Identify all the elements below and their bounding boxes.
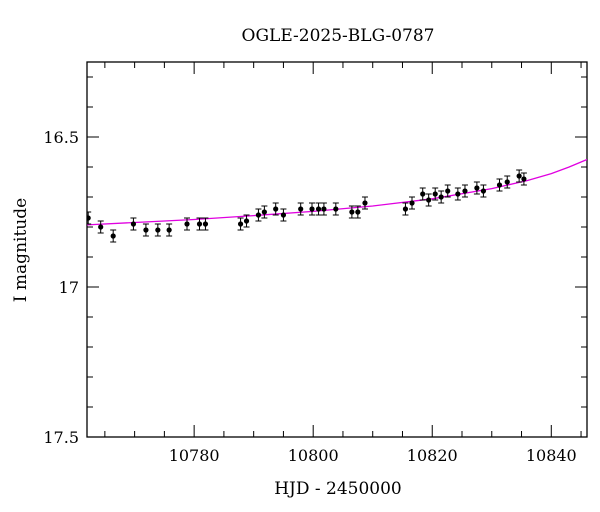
point-marker [349, 209, 355, 215]
y-tick-labels: 16.5 17 17.5 [43, 128, 79, 447]
data-point [432, 187, 439, 201]
data-point [110, 229, 117, 243]
data-point [142, 223, 149, 237]
data-point [255, 208, 262, 222]
data-point [409, 196, 415, 210]
y-tick-label: 16.5 [43, 128, 79, 147]
x-tick-label: 10840 [526, 446, 577, 465]
point-marker [273, 206, 279, 212]
data-points [87, 169, 527, 243]
data-point [402, 202, 409, 216]
plot-frame [86, 61, 588, 438]
point-marker [243, 218, 250, 224]
point-marker [155, 227, 161, 233]
x-axis-label: HJD - 2450000 [274, 479, 402, 499]
point-marker [420, 191, 426, 197]
data-point [419, 187, 426, 201]
data-point [461, 184, 468, 198]
point-marker [261, 209, 267, 215]
data-point [97, 220, 104, 234]
point-marker [280, 212, 287, 218]
point-marker [166, 227, 172, 233]
point-marker [298, 206, 304, 212]
point-marker [143, 227, 149, 233]
point-marker [445, 188, 451, 194]
data-point [166, 223, 173, 237]
data-point [261, 205, 268, 219]
data-point [87, 211, 92, 225]
data-point [280, 208, 287, 222]
data-point [272, 202, 279, 216]
data-point [332, 202, 339, 216]
data-point [354, 205, 361, 219]
data-point [438, 190, 445, 204]
point-marker [516, 173, 522, 179]
data-point [315, 202, 322, 216]
point-marker [333, 206, 339, 212]
data-point [320, 202, 327, 216]
data-point [473, 181, 480, 195]
data-point [454, 187, 461, 201]
y-axis-label: I magnitude [11, 198, 31, 302]
point-marker [362, 200, 368, 206]
data-point [496, 178, 503, 192]
point-marker [402, 206, 409, 212]
point-marker [521, 176, 527, 182]
point-marker [309, 206, 315, 212]
point-marker [504, 179, 510, 185]
point-marker [130, 221, 137, 227]
point-marker [438, 194, 444, 200]
point-marker [409, 200, 415, 206]
data-point [184, 217, 190, 231]
point-marker [321, 206, 327, 212]
x-tick-label: 10800 [288, 446, 339, 465]
point-marker [184, 221, 190, 227]
point-marker [455, 191, 461, 197]
data-point [130, 217, 137, 231]
data-point [196, 217, 203, 231]
point-marker [480, 188, 487, 194]
data-point [237, 217, 244, 231]
point-marker [462, 188, 468, 194]
x-tick-label: 10820 [407, 446, 458, 465]
data-point [361, 196, 368, 210]
point-marker [237, 221, 244, 227]
model-curve [87, 158, 587, 226]
point-marker [315, 206, 322, 212]
point-marker [432, 191, 438, 197]
point-marker [255, 212, 262, 218]
point-marker [496, 182, 503, 188]
data-point [444, 184, 451, 198]
data-point [202, 217, 209, 231]
data-point [520, 172, 527, 186]
axis-ticks [87, 62, 587, 438]
point-marker [474, 185, 480, 191]
data-point [504, 175, 511, 189]
data-point [480, 184, 487, 198]
data-point [309, 202, 315, 216]
data-point [297, 202, 304, 216]
x-tick-label: 10780 [169, 446, 220, 465]
point-marker [87, 215, 91, 221]
data-point [425, 193, 432, 207]
point-marker [202, 221, 209, 227]
x-tick-labels: 10780 10800 10820 10840 [169, 446, 577, 465]
y-tick-label: 17 [59, 278, 79, 297]
y-tick-label: 17.5 [43, 428, 79, 447]
point-marker [426, 197, 432, 203]
point-marker [196, 221, 203, 227]
data-point [516, 169, 523, 183]
data-point [243, 214, 250, 228]
data-point [348, 205, 355, 219]
chart-title: OGLE-2025-BLG-0787 [242, 26, 435, 46]
point-marker [355, 209, 361, 215]
point-marker [110, 233, 116, 239]
data-point [154, 223, 161, 237]
point-marker [98, 224, 104, 230]
